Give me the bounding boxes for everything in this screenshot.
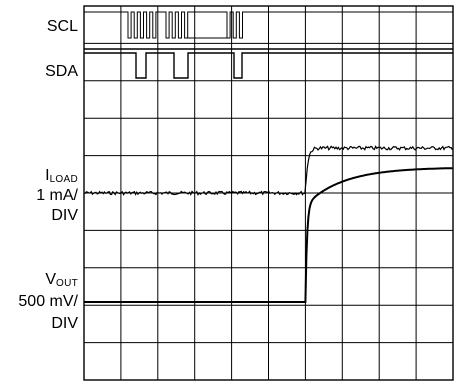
scl-trace <box>84 11 453 39</box>
iload-label: ILOAD <box>45 166 78 189</box>
vout-trace <box>84 167 453 303</box>
iload-label-main: I <box>45 167 50 184</box>
plot-traces <box>83 11 453 303</box>
vout-scale-label: 500 mV/ <box>18 293 78 310</box>
iload-trace <box>83 145 453 196</box>
channel-labels: SCL SDA ILOAD 1 mA/ DIV VOUT 500 mV/ DIV <box>0 0 84 382</box>
vout-label-sub: OUT <box>55 278 78 289</box>
sda-trace <box>84 52 453 79</box>
vout-div-label: DIV <box>51 315 78 332</box>
vout-label-main: V <box>45 271 56 288</box>
iload-label-sub: LOAD <box>49 174 78 185</box>
scl-label: SCL <box>46 18 78 35</box>
vout-label: VOUT <box>45 270 78 293</box>
sda-label: SDA <box>45 63 78 80</box>
iload-scale-label: 1 mA/ <box>36 187 78 204</box>
iload-div-label: DIV <box>51 207 78 224</box>
plot-grid <box>83 5 454 381</box>
